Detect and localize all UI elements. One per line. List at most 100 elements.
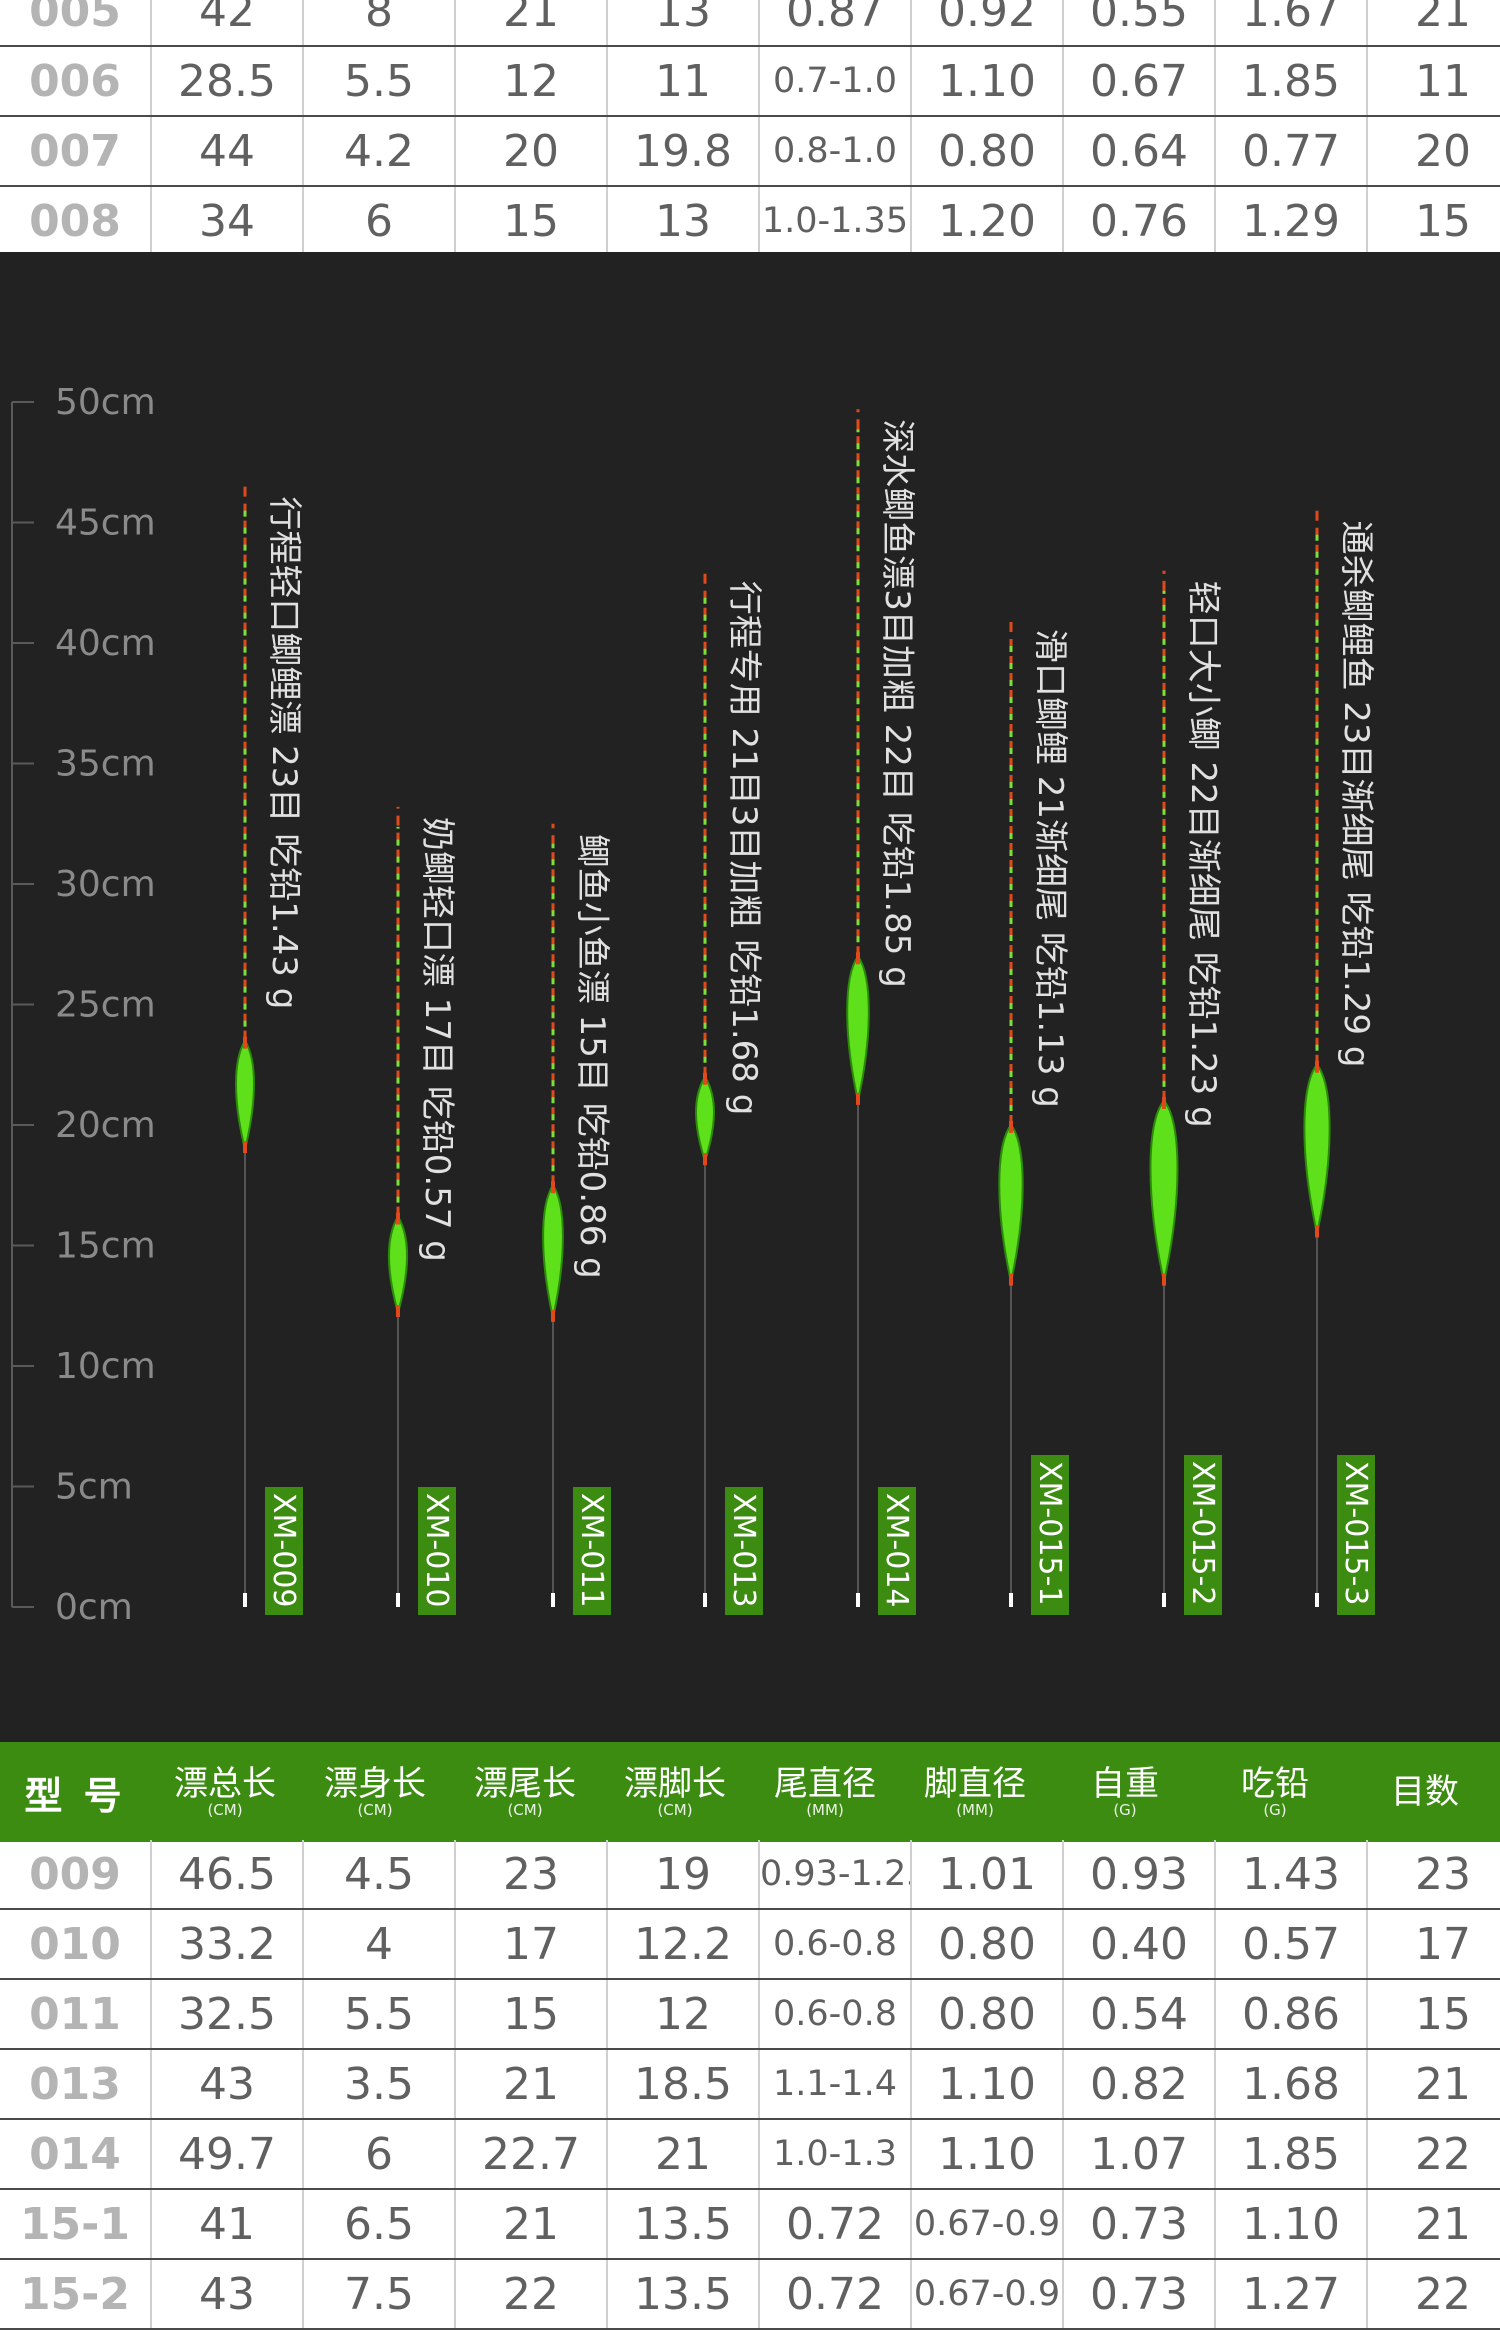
table-cell: 0.73 — [1063, 2189, 1216, 2260]
table-cell: 13.5 — [607, 2259, 760, 2330]
column-header-label: 吃铅 — [1241, 1764, 1309, 1804]
table-cell: 22 — [1367, 2119, 1500, 2190]
y-tick-label: 10cm — [55, 1346, 156, 1387]
table-cell: 4.5 — [303, 1840, 456, 1910]
table-cell: 1.10 — [911, 2049, 1064, 2120]
y-tick-label: 0cm — [55, 1587, 133, 1628]
table-row: 014 49.7 6 22.7 21 1.0-1.3 1.10 1.07 1.85 22 — [0, 2119, 1500, 2190]
model-tag — [265, 1487, 303, 1615]
table-row: 010 33.2 4 17 12.2 0.6-0.8 0.80 0.40 0.57 17 — [0, 1909, 1500, 1980]
table-cell: 4 — [303, 1909, 456, 1980]
model-cell: 014 — [0, 2119, 152, 2190]
table-cell: 42 — [151, 0, 304, 47]
table-cell: 0.67-0.9 — [911, 2189, 1064, 2260]
model-tag-label: XM-010 — [419, 1493, 454, 1608]
table-cell: 0.55 — [1063, 0, 1216, 47]
column-header-unit: (G) — [1263, 1801, 1287, 1819]
model-tag-label: XM-015-3 — [1338, 1461, 1373, 1605]
table-cell: 20 — [1367, 116, 1500, 187]
table-cell: 12 — [455, 46, 608, 117]
column-header-unit: (CM) — [357, 1801, 393, 1819]
model-cell: 010 — [0, 1909, 152, 1980]
table-cell: 1.0-1.35 — [759, 186, 912, 257]
model-cell: 15-1 — [0, 2189, 152, 2260]
table-row: 013 43 3.5 21 18.5 1.1-1.4 1.10 0.82 1.68 21 — [0, 2049, 1500, 2120]
table-cell: 21 — [607, 2119, 760, 2190]
model-cell: 008 — [0, 186, 152, 257]
table-cell: 8 — [303, 0, 456, 47]
table-cell: 0.73 — [1063, 2259, 1216, 2330]
table-cell: 0.7-1.0 — [759, 46, 912, 117]
y-tick-label: 35cm — [55, 744, 156, 785]
table-cell: 41 — [151, 2189, 304, 2260]
table-cell: 6.5 — [303, 2189, 456, 2260]
table-cell: 0.93 — [1063, 1840, 1216, 1910]
table-cell: 0.80 — [911, 1909, 1064, 1980]
model-tag — [1031, 1455, 1069, 1615]
float-size-chart: 0cm 5cm 10cm 15cm 20cm 25cm 30cm 35cm 40cm 45cm 50… — [0, 252, 1500, 1742]
table-cell: 1.68 — [1215, 2049, 1368, 2120]
table-cell: 32.5 — [151, 1979, 304, 2050]
table-row: 006 28.5 5.5 12 11 0.7-1.0 1.10 0.67 1.85 11 — [0, 46, 1500, 117]
table-cell: 3.5 — [303, 2049, 456, 2120]
table-cell: 7.5 — [303, 2259, 456, 2330]
table-cell: 1.01 — [911, 1840, 1064, 1910]
float-body — [846, 954, 870, 1102]
table-cell: 21 — [1367, 0, 1500, 47]
model-cell: 007 — [0, 116, 152, 187]
column-header-unit: (CM) — [207, 1801, 243, 1819]
float-body — [388, 1214, 408, 1317]
table-cell: 0.77 — [1215, 116, 1368, 187]
table-cell: 0.72 — [759, 2259, 912, 2330]
table-cell: 34 — [151, 186, 304, 257]
table-cell: 6 — [303, 186, 456, 257]
table-cell: 1.20 — [911, 186, 1064, 257]
table-cell: 15 — [1367, 186, 1500, 257]
model-cell: 006 — [0, 46, 152, 117]
float-description: 行程轻口鲫鲤漂 23目 吃铅1.43 g — [264, 496, 304, 1009]
table-cell: 22 — [1367, 2259, 1500, 2330]
table-cell: 21 — [455, 2189, 608, 2260]
table-cell: 0.76 — [1063, 186, 1216, 257]
y-tick-label: 20cm — [55, 1105, 156, 1146]
table-cell: 15 — [455, 1979, 608, 2050]
column-header-label: 漂身长 — [324, 1764, 426, 1804]
float-description: 奶鲫轻口漂 17目 吃铅0.57 g — [417, 817, 457, 1262]
column-header-unit: (MM) — [956, 1801, 994, 1819]
spec-table-bottom: 00946.54.523190.93-1.251.010.931.4323010… — [0, 1840, 1500, 2330]
y-tick-label: 15cm — [55, 1226, 156, 1267]
column-header-label: 目数 — [1391, 1772, 1459, 1812]
spec-table-top: 005 42 8 21 13 0.87 0.92 0.55 1.67 21 006 28.5 5.5 12… — [0, 0, 1500, 257]
table-row: 15-1 41 6.5 21 13.5 0.72 0.67-0.9 0.73 1.10 21 — [0, 2189, 1500, 2260]
table-cell: 12 — [607, 1979, 760, 2050]
model-cell: 15-2 — [0, 2259, 152, 2330]
table-cell: 17 — [455, 1909, 608, 1980]
float-body — [695, 1074, 715, 1165]
table-row: 007 44 4.2 20 19.8 0.8-1.0 0.80 0.64 0.77 20 — [0, 116, 1500, 187]
y-tick-label: 25cm — [55, 985, 156, 1026]
table-cell: 1.67 — [1215, 0, 1368, 47]
float-body — [235, 1038, 255, 1150]
float-description: 深水鲫鱼漂3目加粗 22目 吃铅1.85 g — [877, 419, 917, 988]
table-cell: 21 — [1367, 2189, 1500, 2260]
table-cell: 0.67-0.9 — [911, 2259, 1064, 2330]
spec-table-header: 型 号漂总长 (CM) 漂身长 (CM) 漂尾长 (CM) 漂脚长 (CM) 尾直径 (MM) 脚直… — [0, 1742, 1500, 1842]
float-body — [1149, 1099, 1179, 1282]
table-cell: 1.27 — [1215, 2259, 1368, 2330]
column-header-unit: (CM) — [507, 1801, 543, 1819]
table-cell: 43 — [151, 2049, 304, 2120]
column-header-label: 尾直径 — [774, 1764, 876, 1804]
table-cell: 4.2 — [303, 116, 456, 187]
column-header: 尾直径 (MM) — [750, 1742, 900, 1842]
column-header-unit: (G) — [1113, 1801, 1137, 1819]
table-cell: 1.43 — [1215, 1840, 1368, 1910]
column-header-label: 脚直径 — [924, 1764, 1026, 1804]
table-cell: 1.85 — [1215, 46, 1368, 117]
table-cell: 22 — [455, 2259, 608, 2330]
table-cell: 1.0-1.3 — [759, 2119, 912, 2190]
table-cell: 12.2 — [607, 1909, 760, 1980]
table-cell: 5.5 — [303, 46, 456, 117]
column-header: 自重 (G) — [1050, 1742, 1200, 1842]
float-body — [1303, 1063, 1331, 1234]
column-header-unit: (CM) — [657, 1801, 693, 1819]
